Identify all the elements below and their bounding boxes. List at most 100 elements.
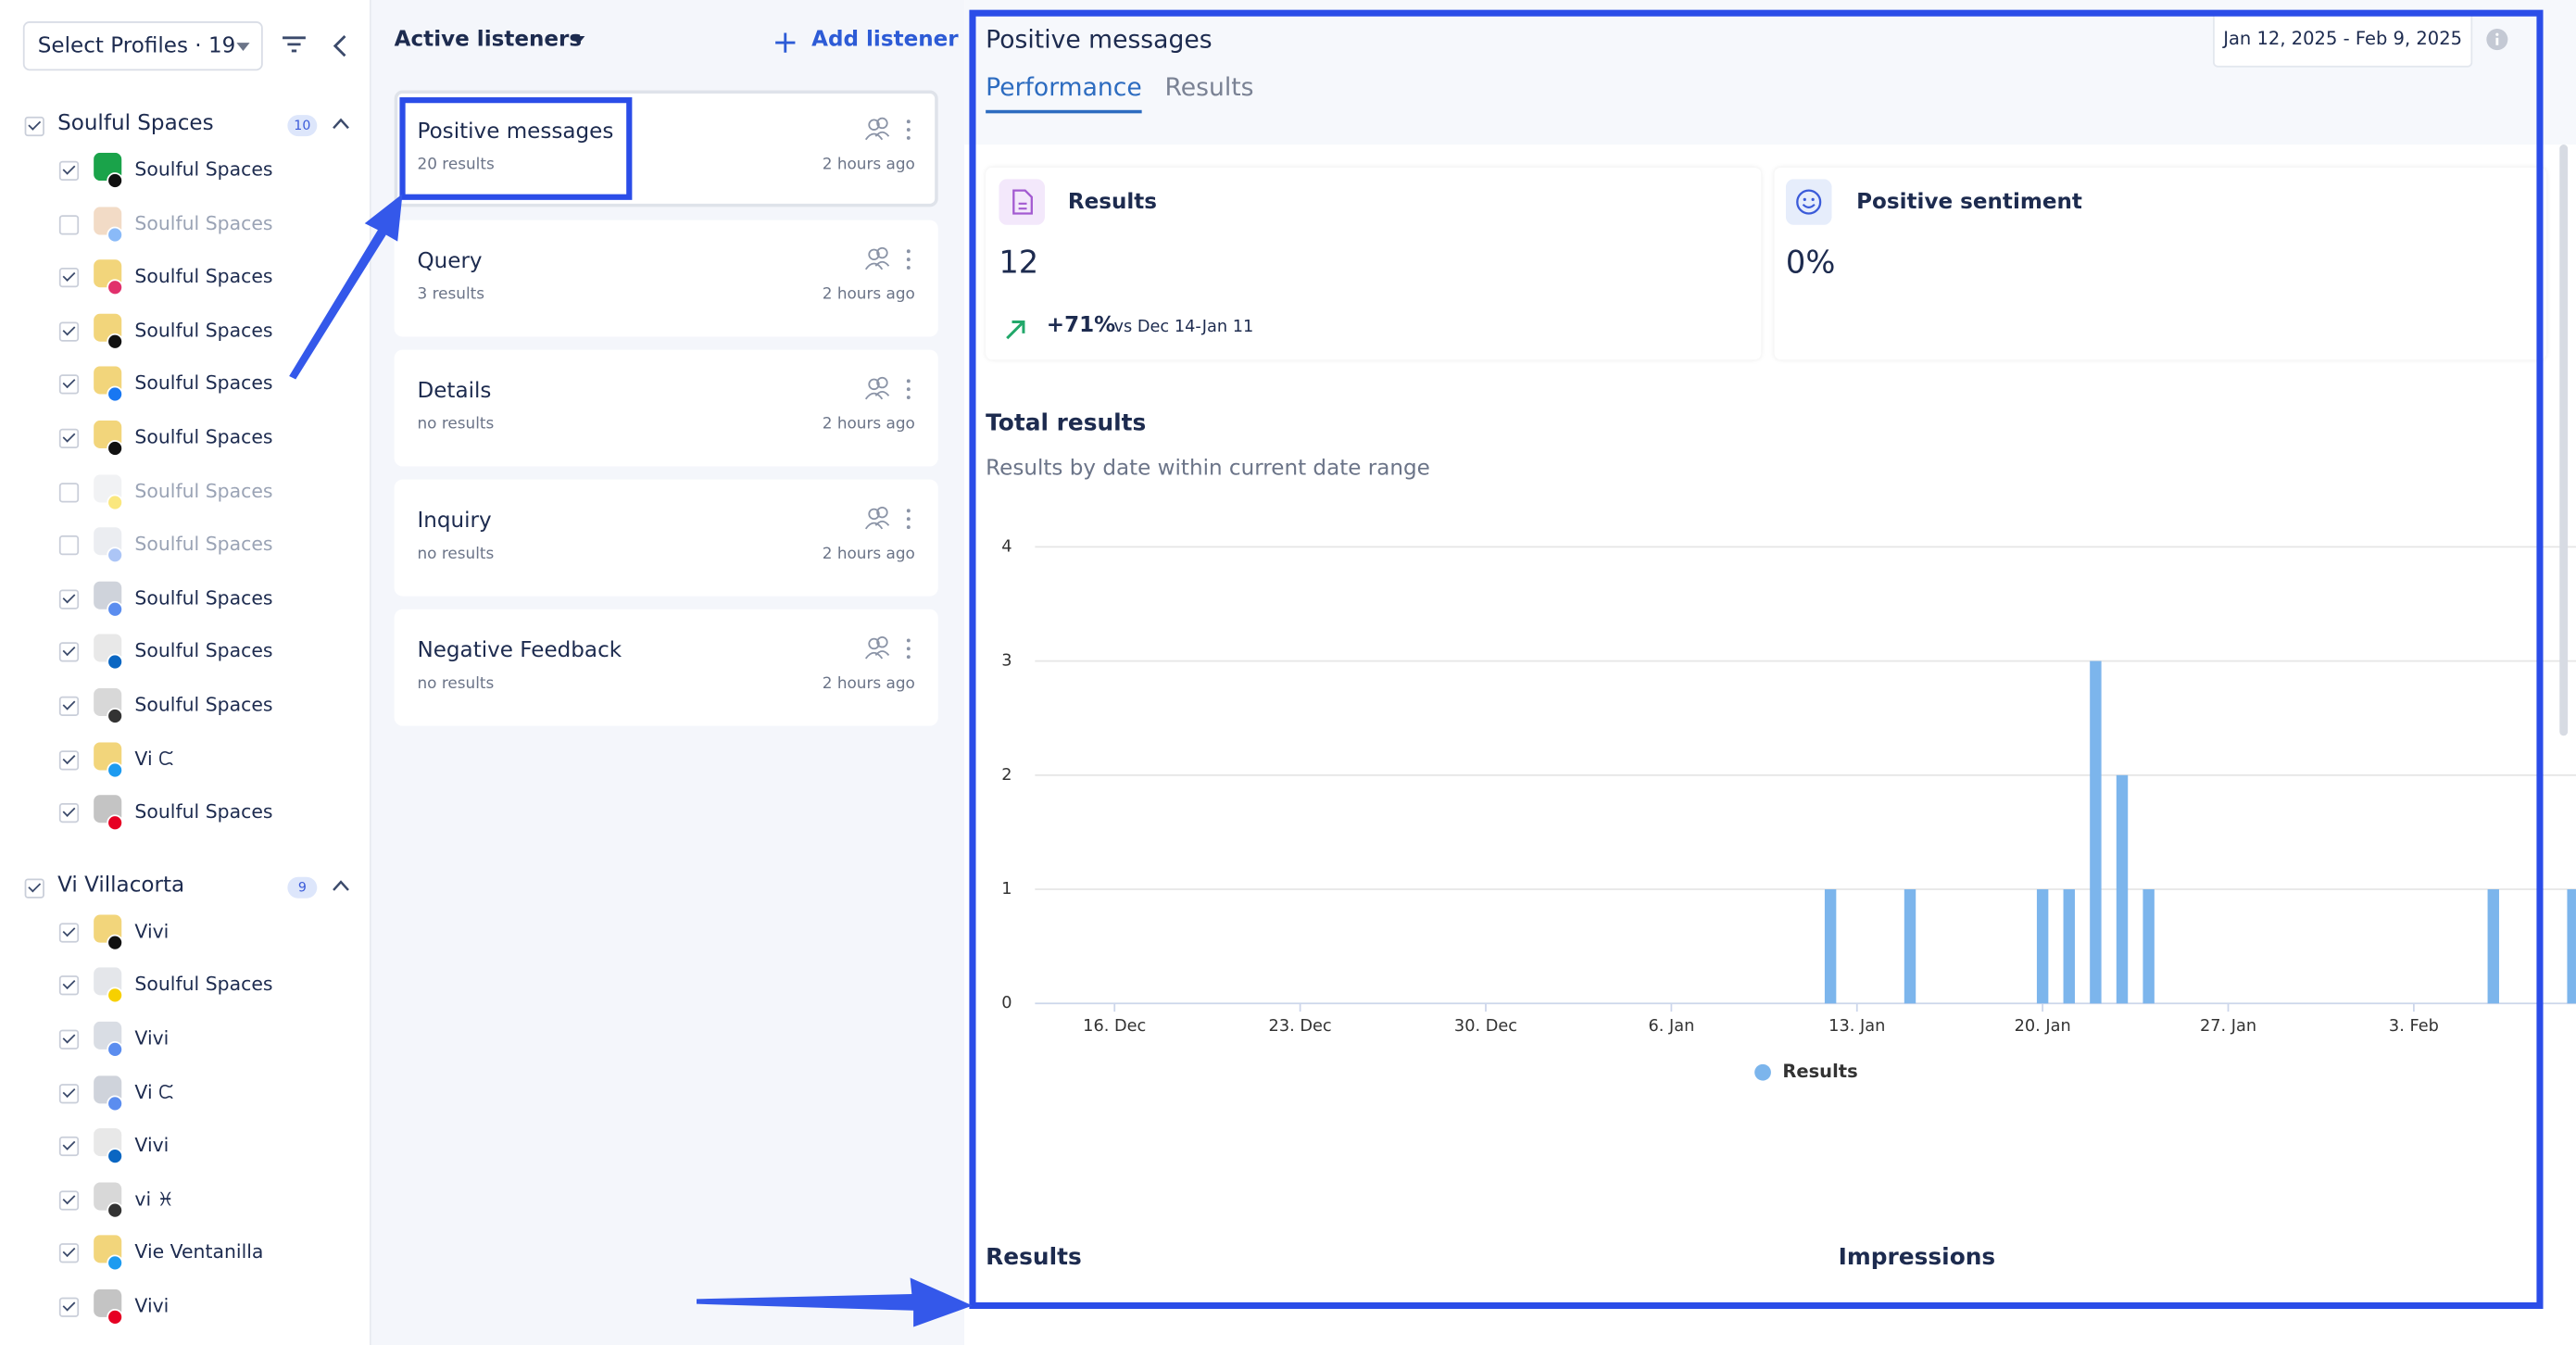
checkbox[interactable] (58, 749, 80, 770)
profile-name[interactable]: Soulful Spaces (134, 157, 273, 182)
checkbox[interactable] (58, 535, 80, 556)
bar (2142, 889, 2155, 1004)
profile-name[interactable]: Soulful Spaces (134, 532, 273, 556)
group-count: 9 (287, 876, 318, 899)
profile-avatar (94, 420, 124, 457)
profile-name[interactable]: vi ♓ (134, 1187, 174, 1211)
listener-results: no results (417, 674, 495, 694)
profile-avatar (94, 687, 124, 724)
network-badge (107, 279, 124, 296)
network-badge (107, 547, 124, 564)
person (864, 390, 890, 400)
profile-name[interactable]: Soulful Spaces (134, 318, 273, 342)
scrollbar[interactable] (2559, 145, 2569, 736)
listener-card[interactable]: Inquiry no results 2 hours ago (394, 479, 938, 597)
x-tick-label: 13. Jan (1828, 1017, 1885, 1036)
listener-card[interactable]: Query 3 results 2 hours ago (394, 220, 938, 337)
person (868, 508, 880, 521)
profile-avatar (94, 1235, 124, 1272)
dropdown-icon (236, 43, 250, 51)
profile-name[interactable]: Soulful Spaces (134, 478, 273, 502)
listener-name: Inquiry (417, 509, 492, 534)
x-tick-label: 27. Jan (2200, 1017, 2256, 1036)
profile-name[interactable]: Soulful Spaces (134, 210, 273, 234)
person (864, 260, 890, 270)
bottom-title: Results (986, 1244, 1082, 1272)
profile-name[interactable]: Soulful Spaces (134, 693, 273, 716)
add-listener[interactable]: Add listener (811, 28, 959, 53)
person (868, 119, 880, 131)
kebab-dot (906, 655, 911, 660)
x-tick-label: 30. Dec (1454, 1017, 1517, 1036)
checkbox[interactable] (58, 803, 80, 823)
listeners-header[interactable]: Active listeners (394, 28, 583, 53)
network-badge (107, 172, 124, 189)
total-results-chart: 0 1 2 3 4 16. Dec 23. Dec 30. Dec 6. Jan 13. Jan 2… (1001, 537, 2576, 1082)
kebab-dot (906, 119, 911, 124)
chevron-icon[interactable] (332, 117, 350, 130)
profile-name[interactable]: Soulful Spaces (134, 973, 273, 997)
profile-name[interactable]: Soulful Spaces (134, 425, 273, 449)
checkbox[interactable] (58, 374, 80, 396)
listener-name: Query (417, 249, 483, 275)
x-tick-label: 16. Dec (1083, 1017, 1146, 1036)
profile-avatar (94, 1128, 124, 1165)
listener-card[interactable]: Details no results 2 hours ago (394, 349, 938, 467)
listeners-column: Active listeners Add listener Positive m… (371, 0, 965, 1345)
checkbox[interactable] (24, 116, 44, 137)
checkbox[interactable] (58, 1029, 80, 1050)
profile-avatar (94, 795, 124, 832)
checkbox[interactable] (58, 642, 80, 663)
profile-name[interactable]: Soulful Spaces (134, 371, 273, 396)
listener-card[interactable]: Positive messages 20 results 2 hours ago (394, 90, 938, 207)
profile-avatar (94, 635, 124, 672)
checkbox[interactable] (58, 589, 80, 610)
kebab-dot (906, 266, 911, 270)
profile-avatar (94, 741, 124, 778)
chevron-icon[interactable] (332, 878, 350, 891)
profile-name[interactable]: Vivi (134, 919, 170, 943)
profile-name[interactable]: Soulful Spaces (134, 585, 273, 610)
checkbox[interactable] (58, 482, 80, 502)
filter-icon[interactable] (281, 34, 307, 57)
profile-name[interactable]: Vie Ventanilla (134, 1240, 264, 1264)
profile-name[interactable]: Soulful Spaces (134, 264, 273, 288)
checkbox[interactable] (58, 321, 80, 342)
kebab-dot (906, 258, 911, 262)
checkbox[interactable] (58, 160, 80, 182)
checkbox[interactable] (58, 1189, 80, 1211)
profile-name[interactable]: Vivi (134, 1294, 170, 1317)
bar (2090, 660, 2102, 1004)
profile-avatar (94, 1021, 124, 1058)
checkbox[interactable] (58, 1137, 80, 1157)
collapse-icon[interactable] (332, 32, 348, 58)
checkbox[interactable] (58, 1243, 80, 1264)
profile-name[interactable]: Soulful Spaces (134, 799, 273, 823)
checkbox[interactable] (58, 975, 80, 997)
profile-avatar (94, 1288, 124, 1326)
checkbox[interactable] (58, 923, 80, 943)
select-profiles[interactable]: Select Profiles · 19 (22, 21, 263, 71)
listener-name: Negative Feedback (417, 638, 622, 664)
checkbox[interactable] (58, 268, 80, 288)
network-badge (107, 987, 124, 1004)
profile-name[interactable]: Soulful Spaces (134, 639, 273, 663)
profile-name[interactable]: Vivi (134, 1026, 170, 1050)
checkbox[interactable] (58, 214, 80, 234)
listener-time: 2 hours ago (822, 545, 915, 564)
bar (2063, 889, 2075, 1004)
checkbox[interactable] (58, 1297, 80, 1317)
profile-name[interactable]: Vi ᙅ (134, 1079, 174, 1103)
checkbox[interactable] (58, 696, 80, 716)
y-tick-label: 3 (1001, 652, 1012, 671)
bar (2487, 889, 2499, 1004)
profile-name[interactable]: Vivi (134, 1133, 170, 1157)
person (876, 635, 888, 648)
checkbox[interactable] (58, 428, 80, 449)
checkbox[interactable] (24, 878, 44, 899)
checkbox[interactable] (58, 1083, 80, 1103)
listener-card[interactable]: Negative Feedback no results 2 hours ago (394, 609, 938, 726)
y-tick-label: 0 (1001, 994, 1012, 1012)
profile-name[interactable]: Vi ᙅ (134, 746, 174, 770)
network-badge (107, 1201, 124, 1219)
